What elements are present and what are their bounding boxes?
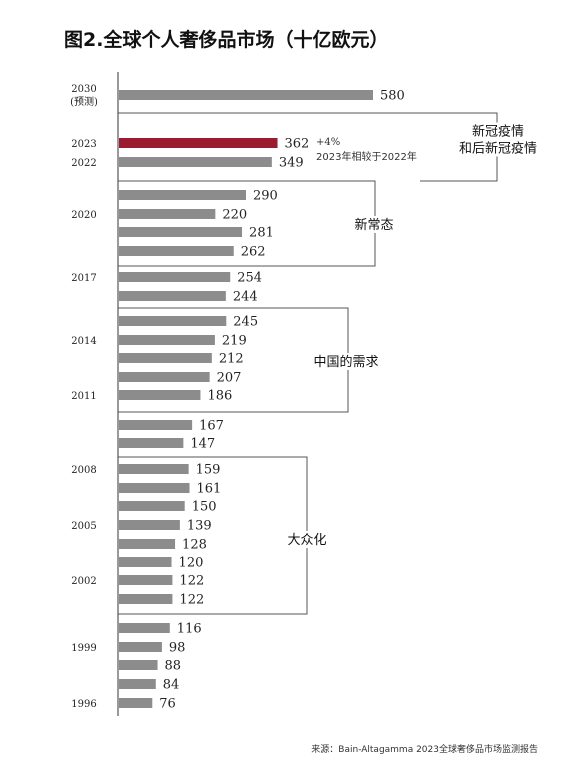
year-label-10: 2014 [71, 336, 96, 347]
value-label-7: 254 [237, 271, 262, 286]
bar-28 [119, 698, 153, 708]
bar-17 [119, 483, 190, 493]
bar-25 [119, 642, 162, 652]
bar-1 [119, 138, 278, 148]
group-label-bg-0-0 [467, 122, 529, 140]
bar-11 [119, 353, 212, 363]
bar-24 [119, 623, 170, 633]
source-note: 来源：Bain-Altagamma 2023全球奢侈品市场监测报告 [311, 743, 538, 755]
year-label-25: 1999 [71, 643, 96, 654]
bar-15 [119, 438, 184, 448]
chart-title: 图2.全球个人奢侈品市场（十亿欧元） [64, 28, 388, 51]
value-label-26: 88 [165, 659, 182, 674]
year-label-13: 2011 [71, 391, 96, 402]
group-label-bg-2-0 [308, 353, 384, 370]
value-label-6: 262 [241, 245, 266, 260]
bar-27 [119, 679, 156, 689]
bar-0 [119, 90, 373, 100]
bar-3 [119, 190, 246, 200]
bar-13 [119, 390, 201, 400]
group-label-bg-0-1 [454, 139, 542, 157]
value-label-16: 159 [196, 463, 221, 478]
bar-2 [119, 157, 272, 167]
value-label-24: 116 [177, 622, 202, 637]
value-label-27: 84 [163, 678, 180, 693]
group-label-3-0: 大众化 [287, 533, 326, 548]
bar-19 [119, 520, 180, 530]
value-label-0: 580 [380, 89, 405, 104]
value-label-22: 122 [179, 574, 204, 589]
value-label-10: 219 [222, 334, 247, 349]
bar-21 [119, 557, 172, 567]
value-label-19: 139 [187, 519, 212, 534]
bar-16 [119, 464, 189, 474]
year-label-16: 2008 [71, 465, 96, 476]
value-label-20: 128 [182, 538, 207, 553]
year-label-22: 2002 [71, 576, 96, 587]
bar-4 [119, 209, 216, 219]
bar-23 [119, 594, 173, 604]
value-label-11: 212 [219, 352, 244, 367]
bars [119, 90, 373, 708]
value-label-13: 186 [207, 389, 232, 404]
group-label-0-0: 新冠疫情 [472, 124, 524, 140]
value-label-3: 290 [253, 189, 278, 204]
year-label-2: 2022 [71, 158, 96, 169]
value-label-23: 122 [179, 593, 204, 608]
value-label-1: 362 [285, 137, 310, 152]
value-label-5: 281 [249, 226, 274, 241]
bar-12 [119, 372, 210, 382]
year-label-19: 2005 [71, 521, 96, 532]
bar-26 [119, 660, 158, 670]
bar-18 [119, 501, 185, 511]
year-label-0: 2030 [71, 84, 96, 95]
bar-8 [119, 291, 226, 301]
value-label-4: 220 [222, 208, 247, 223]
value-label-8: 244 [233, 290, 258, 305]
group-label-1-0: 新常态 [354, 217, 393, 233]
bar-5 [119, 227, 243, 237]
bar-6 [119, 246, 234, 256]
value-label-28: 76 [159, 697, 176, 712]
growth-note: 2023年相较于2022年 [316, 150, 417, 163]
value-label-25: 98 [169, 641, 186, 656]
bar-20 [119, 539, 176, 549]
bar-9 [119, 316, 227, 326]
value-label-9: 245 [233, 315, 258, 330]
year-label-1: 2023 [71, 139, 96, 150]
group-label-2-0: 中国的需求 [313, 354, 378, 370]
bar-10 [119, 335, 215, 345]
year-label-4: 2020 [71, 210, 96, 221]
value-label-17: 161 [197, 482, 222, 497]
bar-14 [119, 420, 193, 430]
year-label-7: 2017 [71, 273, 96, 284]
year-label-0-sub: (预测) [70, 95, 98, 108]
growth-percent: +4% [316, 137, 340, 148]
group-label-0-1: 和后新冠疫情 [459, 141, 537, 157]
group-label-bg-1-0 [349, 216, 399, 233]
value-label-2: 349 [279, 156, 304, 171]
year-label-28: 1996 [71, 699, 96, 710]
value-label-15: 147 [190, 437, 215, 452]
value-label-21: 120 [179, 556, 204, 571]
group-label-bg-3-0 [282, 531, 332, 548]
value-label-18: 150 [192, 500, 217, 515]
value-label-12: 207 [217, 371, 242, 386]
bar-7 [119, 272, 231, 282]
bar-22 [119, 575, 173, 585]
value-label-14: 167 [199, 419, 224, 434]
year-labels: 2030(预测) 2023 2022 2020 2017 2014 2011 2008 2005… [70, 84, 98, 710]
